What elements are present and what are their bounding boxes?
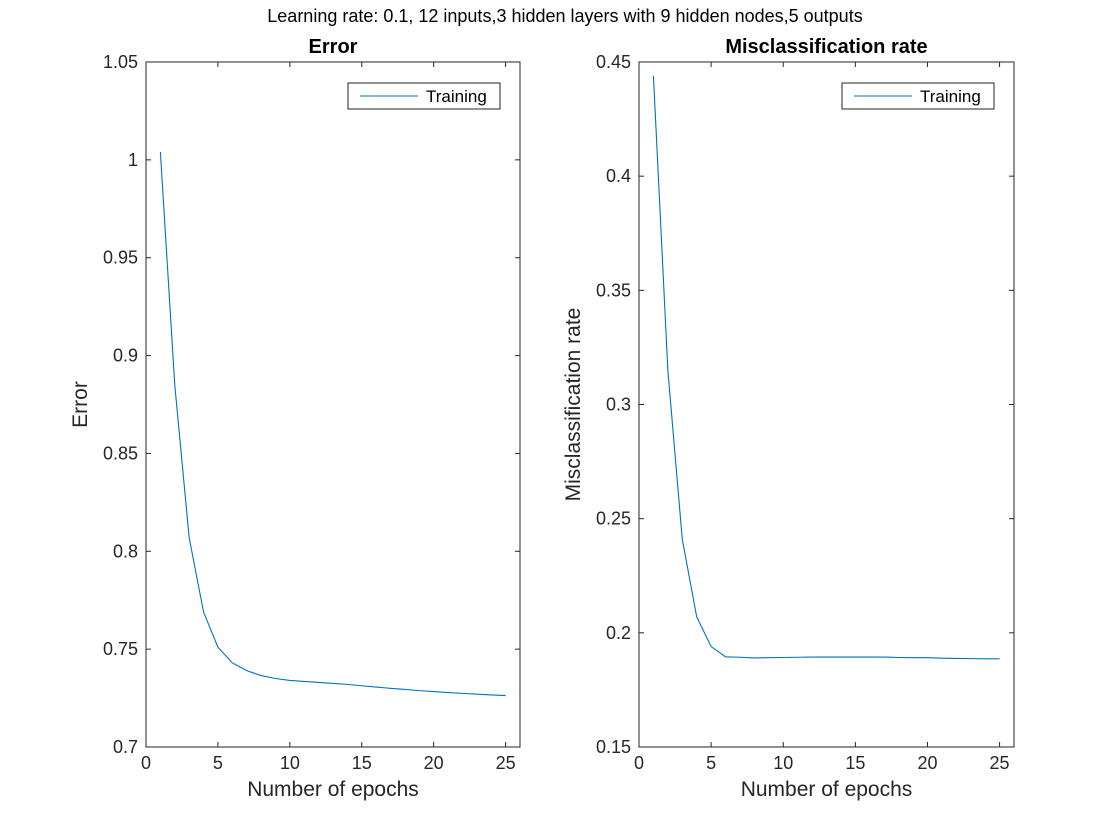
figure-suptitle: Learning rate: 0.1, 12 inputs,3 hidden l… [267, 6, 862, 26]
x-tick-label: 5 [706, 753, 716, 773]
error-x-axis-label: Number of epochs [247, 778, 419, 801]
y-tick-label: 0.8 [113, 541, 138, 561]
x-tick-label: 25 [496, 753, 516, 773]
error-series-line-0 [159, 151, 506, 697]
error-axes-box [145, 61, 521, 748]
x-tick-label: 0 [141, 753, 151, 773]
y-tick-label: 0.25 [596, 509, 631, 529]
misclassification-y-axis-label: Misclassification rate [562, 308, 585, 502]
misclassification-chart-title: Misclassification rate [725, 36, 927, 58]
x-tick-label: 10 [773, 753, 793, 773]
y-tick-label: 0.15 [596, 737, 631, 757]
y-tick-label: 0.85 [103, 443, 138, 463]
y-tick-label: 1.05 [103, 52, 138, 72]
x-tick-label: 10 [280, 753, 300, 773]
y-tick-label: 0.2 [606, 623, 631, 643]
x-tick-label: 5 [213, 753, 223, 773]
y-tick-label: 1 [128, 150, 138, 170]
y-tick-label: 0.7 [113, 737, 138, 757]
x-tick-label: 15 [845, 753, 865, 773]
misclassification-x-axis-label: Number of epochs [741, 778, 913, 801]
error-y-axis-label: Error [69, 381, 92, 428]
misclassification-legend-label: Training [920, 87, 981, 106]
x-tick-label: 0 [634, 753, 644, 773]
x-tick-label: 25 [990, 753, 1010, 773]
error-legend-label: Training [426, 87, 487, 106]
x-tick-label: 20 [424, 753, 444, 773]
error-axes: 0 5 10 15 20 25 0.7 0.75 0.8 0.85 0.9 0.95 1 1.05 Erro… [69, 36, 521, 801]
misclassification-axes-box [638, 61, 1015, 748]
y-tick-label: 0.75 [103, 639, 138, 659]
y-tick-label: 0.45 [596, 52, 631, 72]
x-tick-label: 15 [352, 753, 372, 773]
misclassification-series-line-0 [652, 75, 1000, 660]
y-tick-label: 0.4 [606, 166, 631, 186]
x-tick-label: 20 [917, 753, 937, 773]
misclassification-axes: 0 5 10 15 20 25 0.15 0.2 0.25 0.3 0.35 0.4 0.45 Miscl… [562, 36, 1015, 801]
y-tick-label: 0.3 [606, 395, 631, 415]
error-chart-title: Error [309, 36, 358, 58]
y-tick-label: 0.9 [113, 346, 138, 366]
y-tick-label: 0.95 [103, 248, 138, 268]
y-tick-label: 0.35 [596, 280, 631, 300]
